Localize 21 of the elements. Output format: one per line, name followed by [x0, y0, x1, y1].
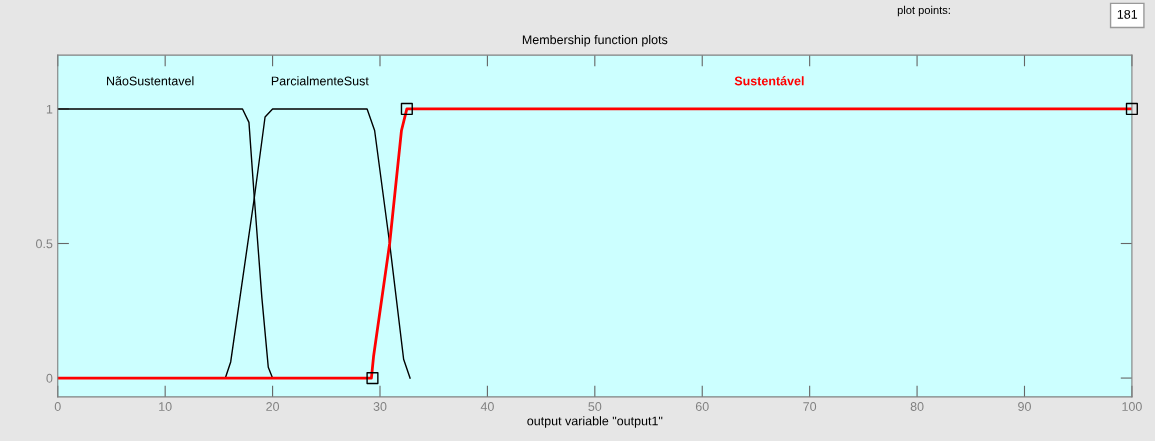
series-label: Sustentável [734, 76, 804, 86]
x-tick-label: 10 [159, 402, 172, 411]
x-tick-label: 20 [266, 402, 280, 411]
x-tick-label: 50 [588, 402, 602, 411]
y-tick-label: 0.5 [36, 239, 53, 249]
x-tick-label: 40 [480, 402, 494, 411]
x-tick-label: 30 [373, 402, 387, 411]
y-tick-label: 1 [46, 104, 53, 114]
x-tick-label: 90 [1018, 402, 1031, 411]
x-tick-label: 60 [695, 402, 709, 411]
text: 181 [1117, 9, 1138, 19]
text: plot points: [897, 5, 950, 17]
x-tick-label: 80 [910, 402, 924, 411]
series-label: NãoSustentavel [107, 76, 194, 86]
chart-title: Membership function plots [522, 34, 668, 47]
x-tick-label: 100 [1122, 402, 1142, 411]
x-tick-label: 0 [54, 402, 61, 411]
x-axis-title: output variable "output1" [527, 416, 663, 428]
y-tick-label: 0 [46, 373, 53, 383]
series-label: ParcialmenteSust [271, 76, 369, 86]
x-tick-label: 70 [803, 402, 817, 411]
